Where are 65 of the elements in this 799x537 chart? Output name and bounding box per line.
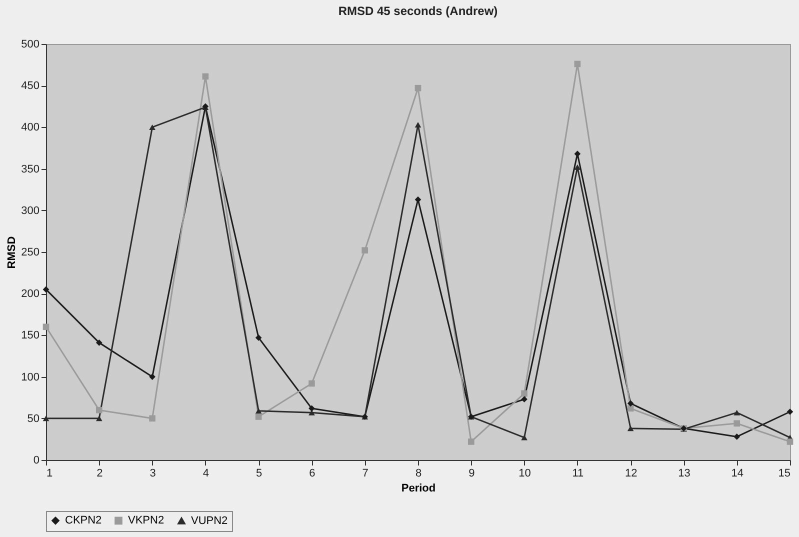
y-tick-label: 350: [21, 163, 40, 176]
point: [734, 410, 740, 416]
point: [521, 390, 528, 397]
point: [96, 406, 102, 414]
point: [149, 374, 156, 380]
point: [255, 414, 262, 420]
point: [149, 415, 156, 422]
point: [786, 408, 794, 415]
y-tick-label: 200: [21, 288, 40, 300]
y-tick-label: 50: [27, 412, 40, 425]
point: [362, 247, 368, 254]
point: [627, 426, 634, 432]
legend-label: VKPN2: [128, 514, 164, 527]
point: [786, 438, 794, 445]
x-tick-label: 12: [624, 468, 638, 480]
y-tick-label: 450: [21, 80, 40, 92]
point: [574, 60, 581, 68]
y-tick-label: 250: [21, 246, 40, 258]
point: [255, 334, 262, 341]
y-axis-title: RMSD: [6, 236, 18, 269]
point: [414, 196, 422, 203]
legend-label: CKPN2: [65, 514, 102, 527]
point: [255, 408, 262, 414]
y-tick-label: 300: [21, 204, 40, 217]
x-tick-label: 4: [202, 468, 209, 480]
point: [149, 124, 156, 130]
x-tick-label: 8: [415, 468, 422, 480]
x-tick-label: 6: [309, 468, 316, 480]
point: [42, 324, 50, 330]
x-tick-label: 13: [678, 468, 690, 480]
point: [308, 405, 315, 412]
point: [574, 150, 581, 157]
x-tick-label: 10: [518, 468, 531, 480]
y-tick-label: 150: [21, 330, 40, 342]
x-tick-label: 7: [362, 468, 368, 480]
y-tick-label: 500: [21, 38, 40, 50]
point: [202, 73, 209, 80]
y-tick-label: 100: [21, 371, 40, 384]
x-tick-label: 11: [572, 468, 584, 480]
x-axis-title: Period: [401, 482, 436, 494]
x-tick-label: 2: [96, 468, 103, 480]
x-tick-label: 1: [46, 468, 53, 480]
y-tick-label: 400: [21, 122, 40, 134]
point: [96, 340, 102, 346]
legend-label: VUPN2: [191, 514, 228, 527]
x-tick-label: 3: [150, 468, 156, 480]
point: [42, 416, 50, 422]
chart-title: RMSD 45 seconds (Andrew): [338, 4, 498, 18]
point: [414, 84, 422, 92]
x-tick-label: 15: [778, 468, 790, 480]
point: [414, 122, 422, 128]
point: [574, 164, 581, 170]
point: [627, 400, 634, 407]
y-tick-label: 0: [33, 454, 40, 466]
point: [96, 416, 102, 422]
x-tick-label: 5: [256, 468, 262, 480]
point: [521, 434, 528, 440]
point: [42, 286, 50, 293]
point: [308, 380, 315, 387]
x-tick-label: 14: [731, 468, 744, 480]
x-tick-label: 9: [468, 468, 475, 480]
point: [734, 434, 740, 440]
point: [734, 420, 740, 427]
point: [468, 438, 474, 445]
point: [521, 396, 528, 402]
